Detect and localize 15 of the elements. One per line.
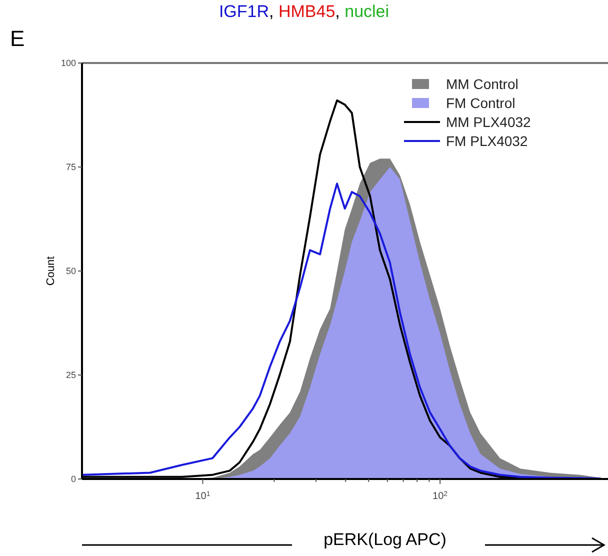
legend-label: FM PLX4032 <box>446 132 528 149</box>
legend-label: MM PLX4032 <box>446 114 532 130</box>
y-tick-label: 50 <box>66 266 76 276</box>
legend-label: MM Control <box>446 76 518 92</box>
x-tick-label: 10$^{2}$ <box>432 490 448 502</box>
text: IGF1R, HMB45, nuclei <box>218 2 390 21</box>
text: E <box>10 26 25 51</box>
y-axis-title: Count <box>45 256 57 286</box>
legend-label: FM Control <box>446 94 516 111</box>
x-tick-label: 10$^{1}$ <box>195 490 210 502</box>
y-tick-label: 75 <box>66 162 76 172</box>
y-tick-label: 25 <box>66 370 76 380</box>
x-axis-title: pERK(Log APC) <box>324 530 446 549</box>
y-tick-label: 100 <box>60 58 76 68</box>
y-tick-label: 0 <box>70 474 76 484</box>
